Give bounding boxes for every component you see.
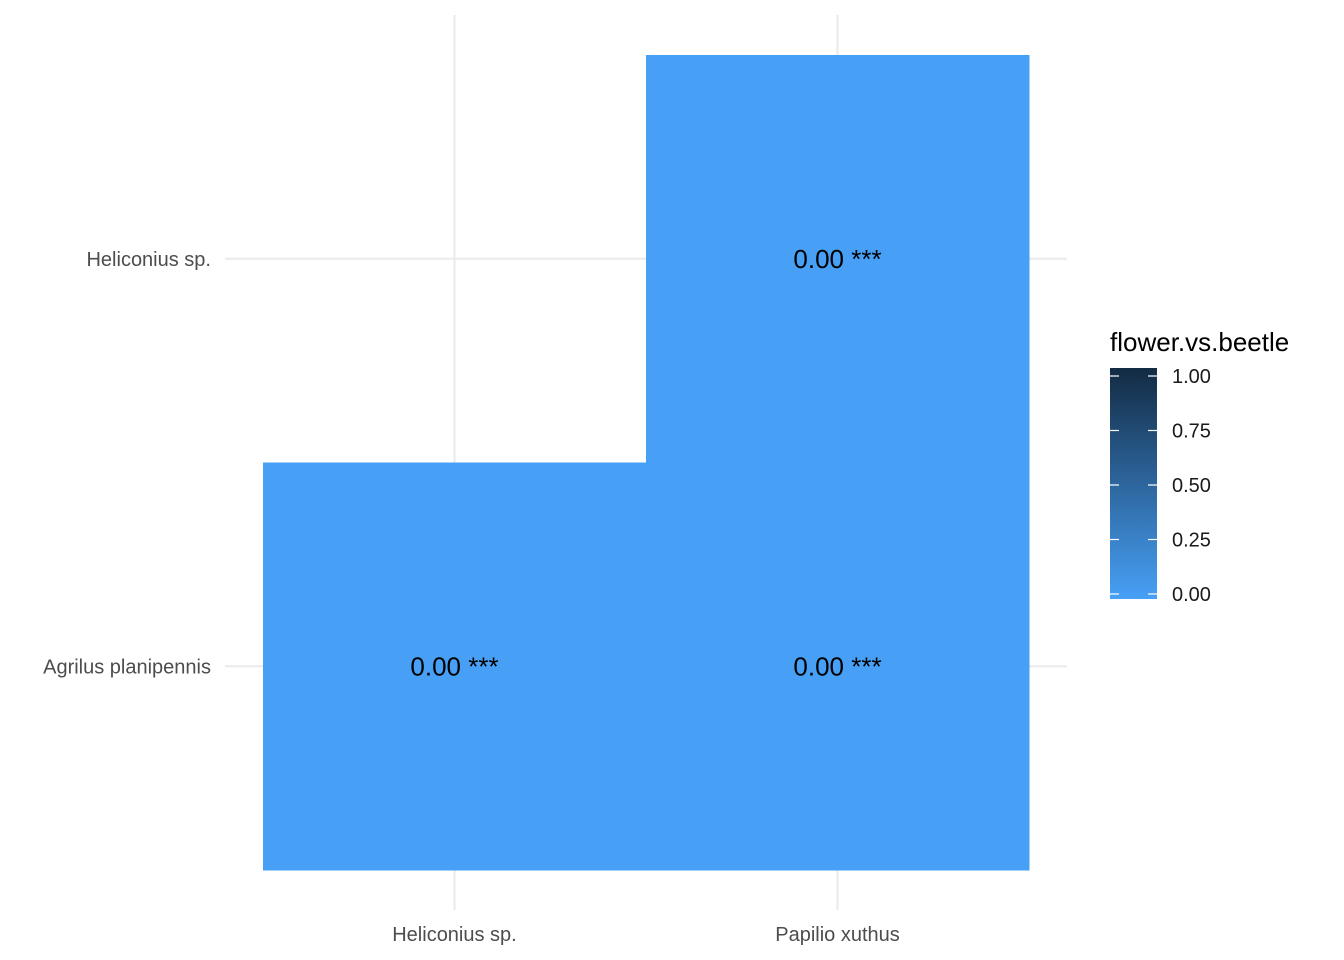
heatmap-cell	[646, 462, 1030, 871]
heatmap-cell	[646, 55, 1030, 463]
legend-tick-label: 0.75	[1172, 421, 1211, 443]
cell-value-label: 0.00 ***	[793, 244, 881, 274]
legend-tick-label: 0.25	[1172, 530, 1211, 552]
legend-title: flower.vs.beetle	[1110, 327, 1289, 357]
y-tick-label: Heliconius sp.	[86, 249, 211, 271]
legend: flower.vs.beetle 1.00 0.75 0.50 0.25 0.00	[1110, 327, 1289, 606]
heatmap-cells	[263, 55, 1030, 871]
axis-labels: Heliconius sp. Papilio xuthus Agrilus plan…	[43, 249, 900, 946]
y-tick-label: Agrilus planipennis	[43, 656, 211, 678]
heatmap-cell	[263, 462, 647, 871]
legend-colorbar	[1110, 368, 1157, 599]
legend-tick-label: 1.00	[1172, 366, 1211, 388]
legend-tick-label: 0.00	[1172, 584, 1211, 606]
cell-value-label: 0.00 ***	[410, 651, 498, 681]
legend-tick-label: 0.50	[1172, 475, 1211, 497]
cell-value-label: 0.00 ***	[793, 651, 881, 681]
x-tick-label: Heliconius sp.	[392, 924, 517, 946]
x-tick-label: Papilio xuthus	[775, 924, 900, 946]
cell-labels: 0.00 *** 0.00 *** 0.00 ***	[410, 244, 881, 682]
